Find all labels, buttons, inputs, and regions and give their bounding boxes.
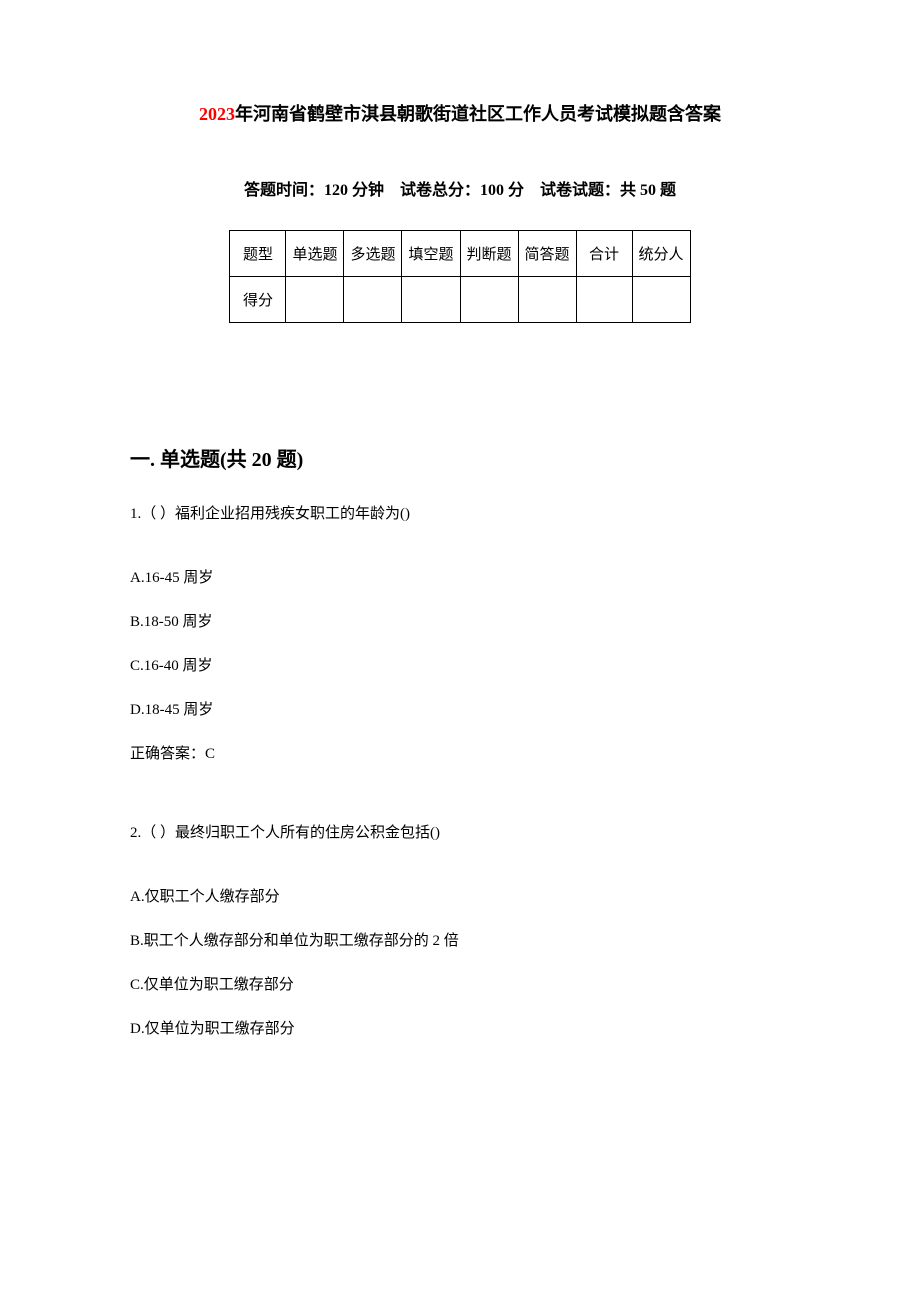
score-cell xyxy=(460,277,518,323)
option-c: C.仅单位为职工缴存部分 xyxy=(130,973,790,997)
option-text: 仅单位为职工缴存部分 xyxy=(145,1021,295,1037)
option-text: 16-45 周岁 xyxy=(145,570,214,586)
question-text: （ ）福利企业招用残疾女职工的年龄为() xyxy=(141,506,410,522)
total-value: 100 分 xyxy=(480,182,524,199)
answer-line: 正确答案：C xyxy=(130,742,790,766)
title-rest: 年河南省鹤壁市淇县朝歌街道社区工作人员考试模拟题含答案 xyxy=(235,104,721,124)
option-label: A. xyxy=(130,889,145,905)
option-label: A. xyxy=(130,570,145,586)
option-d: D.仅单位为职工缴存部分 xyxy=(130,1017,790,1041)
option-label: C. xyxy=(130,977,144,993)
score-cell xyxy=(286,277,344,323)
option-label: C. xyxy=(130,658,144,674)
option-label: D. xyxy=(130,1021,145,1037)
score-cell xyxy=(632,277,690,323)
exam-title: 2023年河南省鹤壁市淇县朝歌街道社区工作人员考试模拟题含答案 xyxy=(130,100,790,126)
option-label: D. xyxy=(130,702,145,718)
option-text: 仅单位为职工缴存部分 xyxy=(144,977,294,993)
question-number: 1. xyxy=(130,506,141,522)
question-stem: 1.（ ）福利企业招用残疾女职工的年龄为() xyxy=(130,502,790,526)
time-value: 120 分钟 xyxy=(324,182,384,199)
table-header-cell: 统分人 xyxy=(632,231,690,277)
questions-label: 试卷试题： xyxy=(540,182,620,199)
score-cell xyxy=(518,277,576,323)
score-cell xyxy=(402,277,460,323)
option-b: B.18-50 周岁 xyxy=(130,610,790,634)
time-label: 答题时间： xyxy=(244,182,324,199)
score-label-cell: 得分 xyxy=(230,277,286,323)
question-text: （ ）最终归职工个人所有的住房公积金包括() xyxy=(141,825,440,841)
table-header-cell: 多选题 xyxy=(344,231,402,277)
table-row: 得分 xyxy=(230,277,690,323)
option-text: 仅职工个人缴存部分 xyxy=(145,889,280,905)
option-label: B. xyxy=(130,933,144,949)
question-number: 2. xyxy=(130,825,141,841)
option-d: D.18-45 周岁 xyxy=(130,698,790,722)
option-a: A.16-45 周岁 xyxy=(130,566,790,590)
option-label: B. xyxy=(130,614,144,630)
table-header-cell: 题型 xyxy=(230,231,286,277)
option-text: 16-40 周岁 xyxy=(144,658,213,674)
total-label: 试卷总分： xyxy=(400,182,480,199)
exam-info-line: 答题时间：120 分钟 试卷总分：100 分 试卷试题：共 50 题 xyxy=(130,176,790,200)
section-heading: 一. 单选题(共 20 题) xyxy=(130,443,790,472)
score-cell xyxy=(344,277,402,323)
questions-value: 共 50 题 xyxy=(620,182,676,199)
option-text: 18-45 周岁 xyxy=(145,702,214,718)
table-header-cell: 简答题 xyxy=(518,231,576,277)
table-header-cell: 填空题 xyxy=(402,231,460,277)
option-c: C.16-40 周岁 xyxy=(130,654,790,678)
question-stem: 2.（ ）最终归职工个人所有的住房公积金包括() xyxy=(130,821,790,845)
score-cell xyxy=(576,277,632,323)
option-b: B.职工个人缴存部分和单位为职工缴存部分的 2 倍 xyxy=(130,929,790,953)
answer-value: C xyxy=(205,746,215,762)
answer-label: 正确答案： xyxy=(130,746,205,762)
score-table: 题型 单选题 多选题 填空题 判断题 简答题 合计 统分人 得分 xyxy=(229,230,690,323)
table-header-cell: 合计 xyxy=(576,231,632,277)
table-header-cell: 判断题 xyxy=(460,231,518,277)
table-header-cell: 单选题 xyxy=(286,231,344,277)
option-a: A.仅职工个人缴存部分 xyxy=(130,885,790,909)
title-year: 2023 xyxy=(199,104,235,124)
option-text: 18-50 周岁 xyxy=(144,614,213,630)
option-text: 职工个人缴存部分和单位为职工缴存部分的 2 倍 xyxy=(144,933,459,949)
table-row: 题型 单选题 多选题 填空题 判断题 简答题 合计 统分人 xyxy=(230,231,690,277)
